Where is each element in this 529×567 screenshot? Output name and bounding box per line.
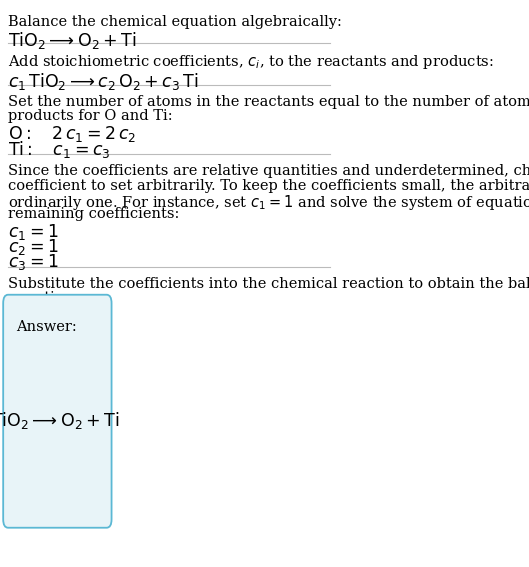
Text: Substitute the coefficients into the chemical reaction to obtain the balanced: Substitute the coefficients into the che… xyxy=(8,277,529,291)
FancyBboxPatch shape xyxy=(3,295,112,528)
Text: Answer:: Answer: xyxy=(16,320,76,334)
Text: Since the coefficients are relative quantities and underdetermined, choose a: Since the coefficients are relative quan… xyxy=(8,164,529,179)
Text: $c_1\,\mathrm{TiO_2} \longrightarrow c_2\,\mathrm{O_2} + c_3\,\mathrm{Ti}$: $c_1\,\mathrm{TiO_2} \longrightarrow c_2… xyxy=(8,71,198,92)
Text: ordinarily one. For instance, set $c_1 = 1$ and solve the system of equations fo: ordinarily one. For instance, set $c_1 =… xyxy=(8,193,529,211)
Text: $c_2 = 1$: $c_2 = 1$ xyxy=(8,237,59,257)
Text: remaining coefficients:: remaining coefficients: xyxy=(8,206,179,221)
Text: Set the number of atoms in the reactants equal to the number of atoms in the: Set the number of atoms in the reactants… xyxy=(8,95,529,109)
Text: Add stoichiometric coefficients, $c_i$, to the reactants and products:: Add stoichiometric coefficients, $c_i$, … xyxy=(8,53,494,71)
Text: $\mathrm{TiO_2} \longrightarrow \mathrm{O_2} + \mathrm{Ti}$: $\mathrm{TiO_2} \longrightarrow \mathrm{… xyxy=(8,29,136,50)
Text: $c_1 = 1$: $c_1 = 1$ xyxy=(8,222,59,242)
Text: equation:: equation: xyxy=(8,291,78,305)
Text: products for O and Ti:: products for O and Ti: xyxy=(8,109,173,123)
Text: $\mathrm{Ti:}\quad c_1 = c_3$: $\mathrm{Ti:}\quad c_1 = c_3$ xyxy=(8,139,111,160)
Text: $\mathrm{TiO_2} \longrightarrow \mathrm{O_2} + \mathrm{Ti}$: $\mathrm{TiO_2} \longrightarrow \mathrm{… xyxy=(0,410,120,431)
Text: Balance the chemical equation algebraically:: Balance the chemical equation algebraica… xyxy=(8,15,342,29)
Text: $\mathrm{O:}\quad 2\,c_1 = 2\,c_2$: $\mathrm{O:}\quad 2\,c_1 = 2\,c_2$ xyxy=(8,124,136,144)
Text: coefficient to set arbitrarily. To keep the coefficients small, the arbitrary va: coefficient to set arbitrarily. To keep … xyxy=(8,179,529,193)
Text: $c_3 = 1$: $c_3 = 1$ xyxy=(8,252,59,272)
